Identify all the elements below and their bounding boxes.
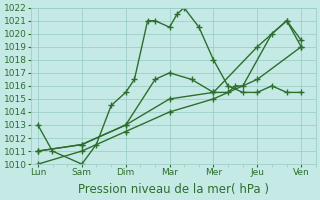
X-axis label: Pression niveau de la mer( hPa ): Pression niveau de la mer( hPa ) bbox=[78, 183, 269, 196]
